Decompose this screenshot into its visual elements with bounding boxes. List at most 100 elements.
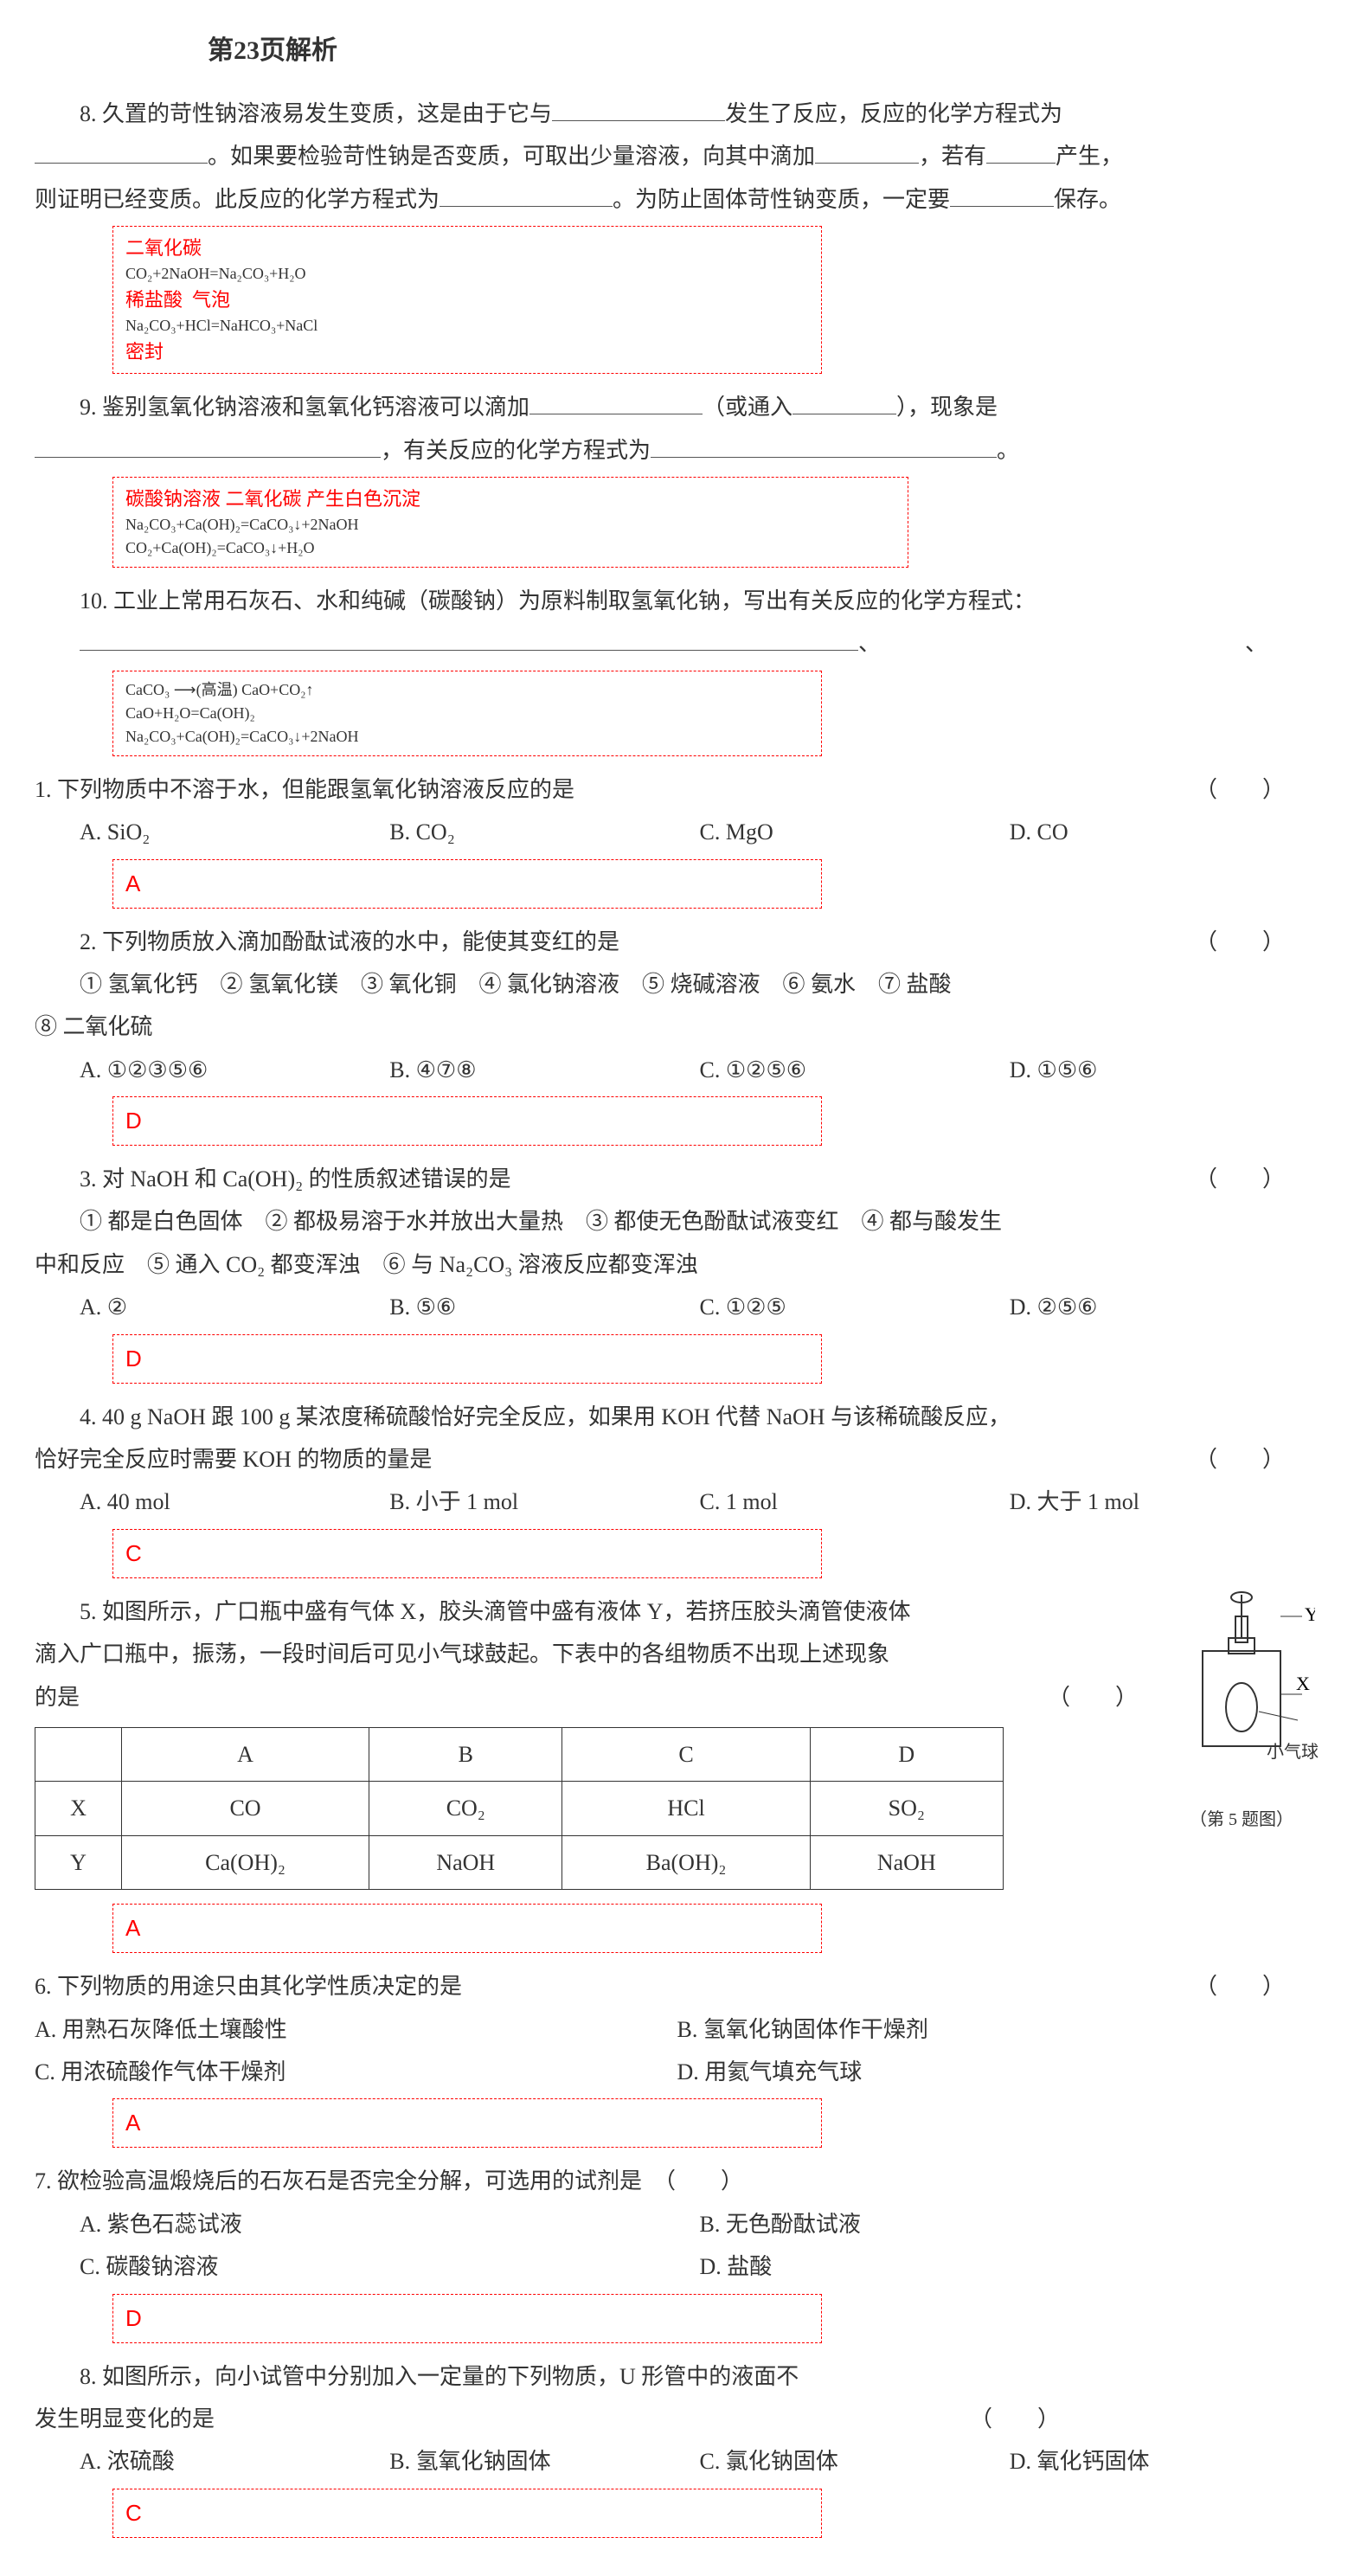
p6-optA: A. 用熟石灰降低土壤酸性 — [35, 2008, 677, 2051]
p8-text2: 发生明显变化的是 — [35, 2406, 215, 2431]
question-9: 9. 鉴别氢氧化钠溶液和氢氧化钙溶液可以滴加 （或通入 ），现象是 ，有关反应的化学… — [35, 386, 1319, 568]
q10-eq2: CaO+H₂O=Ca(OH)₂ — [125, 702, 809, 725]
q8-ans1: 二氧化碳 — [125, 234, 809, 262]
paren: （ ） — [1195, 1438, 1285, 1481]
q9-eq2: CO₂+Ca(OH)₂=CaCO₃↓+H₂O — [125, 536, 895, 560]
p3-optA: A. ② — [80, 1286, 389, 1328]
q5-diagram: Y X 小气球 （第 5 题图） — [1164, 1590, 1319, 1836]
p5-caption: （第 5 题图） — [1164, 1803, 1319, 1836]
problem-4: 4. 40 g NaOH 跟 100 g 某浓度稀硫酸恰好完全反应，如果用 KO… — [35, 1396, 1319, 1578]
p4-ans: C — [125, 1540, 142, 1566]
answer-box-p7: D — [112, 2294, 822, 2343]
p8-optA: A. 浓硫酸 — [80, 2440, 389, 2483]
problem-8b: 8. 如图所示，向小试管中分别加入一定量的下列物质，U 形管中的液面不 发生明显… — [35, 2355, 1319, 2538]
p6-optD: D. 用氦气填充气球 — [677, 2051, 1320, 2093]
th-D: D — [810, 1727, 1003, 1781]
answer-box-p3: D — [112, 1334, 822, 1384]
q9-t3: ），现象是 — [896, 395, 998, 420]
cell: CO — [121, 1782, 369, 1835]
p4-text2: 恰好完全反应时需要 KOH 的物质的量是 — [35, 1447, 432, 1472]
cell: Ca(OH)₂ — [121, 1835, 369, 1889]
p5-ans: A — [125, 1915, 140, 1941]
q8-ans3: 气泡 — [192, 289, 230, 311]
p8-optD: D. 氧化钙固体 — [1010, 2440, 1319, 2483]
blank — [80, 624, 858, 651]
th-B: B — [369, 1727, 562, 1781]
p8-ans: C — [125, 2500, 142, 2526]
blank — [529, 388, 703, 414]
q8-t3: 。如果要检验苛性钠是否变质，可取出少量溶液，向其中滴加 — [208, 144, 815, 169]
cell: HCl — [562, 1782, 810, 1835]
q8-ans2: 稀盐酸 — [125, 289, 183, 311]
p2-text: 2. 下列物质放入滴加酚酞试液的水中，能使其变红的是 — [80, 929, 619, 954]
question-10: 10. 工业上常用石灰石、水和纯碱（碳酸钠）为原料制取氢氧化钠，写出有关反应的化… — [35, 580, 1319, 756]
cell: Y — [35, 1835, 122, 1889]
blank — [950, 180, 1054, 207]
p7-optA: A. 紫色石蕊试液 — [80, 2203, 700, 2245]
p1-optB: B. CO₂ — [389, 811, 699, 853]
p3-opts-line2: 中和反应 ⑤ 通入 CO₂ 都变浑浊 ⑥ 与 Na₂CO₃ 溶液反应都变浑浊 — [35, 1243, 1319, 1286]
p1-optC: C. MgO — [700, 811, 1010, 853]
svg-text:X: X — [1296, 1673, 1310, 1694]
q10-eq3: Na₂CO₃+Ca(OH)₂=CaCO₃↓+2NaOH — [125, 725, 809, 748]
q9-t2: （或通入 — [703, 395, 793, 420]
blank — [793, 388, 896, 414]
q8-eq2: Na₂CO₃+HCl=NaHCO₃+NaCl — [125, 314, 809, 337]
blank — [35, 430, 381, 457]
problem-5: 5. 如图所示，广口瓶中盛有气体 X，胶头滴管中盛有液体 Y，若挤压胶头滴管使液… — [35, 1590, 1319, 1953]
answer-box-p4: C — [112, 1529, 822, 1578]
p1-text: 1. 下列物质中不溶于水，但能跟氢氧化钠溶液反应的是 — [35, 777, 574, 802]
svg-text:Y: Y — [1305, 1603, 1315, 1625]
cell: CO₂ — [369, 1782, 562, 1835]
p8-optC: C. 氯化钠固体 — [700, 2440, 1010, 2483]
p2-optC: C. ①②⑤⑥ — [700, 1049, 1010, 1091]
q9-t5: 。 — [997, 438, 1019, 463]
p7-optD: D. 盐酸 — [700, 2245, 1320, 2288]
q8-ans4: 密封 — [125, 337, 809, 366]
p3-opts-line: ① 都是白色固体 ② 都极易溶于水并放出大量热 ③ 都使无色酚酞试液变红 ④ 都… — [80, 1200, 1319, 1243]
cell: SO₂ — [810, 1782, 1003, 1835]
q8-t5: 产生， — [1056, 144, 1123, 169]
answer-box-q10: CaCO₃ ⟶(高温) CaO+CO₂↑ CaO+H₂O=Ca(OH)₂ Na₂… — [112, 671, 822, 756]
q8-eq1: CO₂+2NaOH=Na₂CO₃+H₂O — [125, 262, 809, 286]
p4-text: 4. 40 g NaOH 跟 100 g 某浓度稀硫酸恰好完全反应，如果用 KO… — [35, 1396, 1319, 1438]
cell: NaOH — [369, 1835, 562, 1889]
th-A: A — [121, 1727, 369, 1781]
p6-optC: C. 用浓硫酸作气体干燥剂 — [35, 2051, 677, 2093]
p6-text: 6. 下列物质的用途只由其化学性质决定的是 — [35, 1974, 462, 1999]
problem-2: 2. 下列物质放入滴加酚酞试液的水中，能使其变红的是（ ） ① 氢氧化钙 ② 氢… — [35, 921, 1319, 1147]
paren: （ ） — [1150, 921, 1285, 963]
p1-optA: A. SiO₂ — [80, 811, 389, 853]
cell: X — [35, 1782, 122, 1835]
p7-optB: B. 无色酚酞试液 — [700, 2203, 1320, 2245]
answer-box-p1: A — [112, 859, 822, 909]
p6-optB: B. 氢氧化钠固体作干燥剂 — [677, 2008, 1320, 2051]
p7-text: 7. 欲检验高温煅烧后的石灰石是否完全分解，可选用的试剂是 （ ） — [35, 2160, 1319, 2202]
th-0 — [35, 1727, 122, 1781]
blank — [651, 430, 997, 457]
p2-ans: D — [125, 1108, 142, 1134]
q10-text: 10. 工业上常用石灰石、水和纯碱（碳酸钠）为原料制取氢氧化钠，写出有关反应的化… — [35, 580, 1319, 622]
answer-box-q9: 碳酸钠溶液 二氧化碳 产生白色沉淀 Na₂CO₃+Ca(OH)₂=CaCO₃↓+… — [112, 477, 908, 568]
p5-text2: 滴入广口瓶中，振荡，一段时间后可见小气球鼓起。下表中的各组物质不出现上述现象 — [35, 1633, 1146, 1675]
q8-t1: 8. 久置的苛性钠溶液易发生变质，这是由于它与 — [80, 101, 552, 126]
q8-t2: 发生了反应，反应的化学方程式为 — [725, 101, 1062, 126]
problem-6: 6. 下列物质的用途只由其化学性质决定的是（ ） A. 用熟石灰降低土壤酸性 B… — [35, 1965, 1319, 2148]
p8-optB: B. 氢氧化钠固体 — [389, 2440, 699, 2483]
p8-text: 8. 如图所示，向小试管中分别加入一定量的下列物质，U 形管中的液面不 — [35, 2355, 1319, 2398]
p7-ans: D — [125, 2305, 142, 2331]
q9-t4: ，有关反应的化学方程式为 — [381, 438, 651, 463]
q9-t1: 9. 鉴别氢氧化钠溶液和氢氧化钙溶液可以滴加 — [80, 395, 529, 420]
blank — [986, 137, 1056, 164]
answer-box-p2: D — [112, 1096, 822, 1146]
p3-optD: D. ②⑤⑥ — [1010, 1286, 1319, 1328]
p4-optD: D. 大于 1 mol — [1010, 1481, 1319, 1523]
p2-opts-line2: ⑧ 二氧化硫 — [35, 1005, 1319, 1048]
q10-eq1: CaCO₃ ⟶(高温) CaO+CO₂↑ — [125, 678, 809, 702]
p2-optB: B. ④⑦⑧ — [389, 1049, 699, 1091]
p4-optA: A. 40 mol — [80, 1481, 389, 1523]
p1-ans: A — [125, 870, 140, 896]
paren: （ ） — [1150, 1158, 1285, 1200]
blank — [35, 137, 208, 164]
page-title: 第23页解析 — [35, 26, 1319, 75]
